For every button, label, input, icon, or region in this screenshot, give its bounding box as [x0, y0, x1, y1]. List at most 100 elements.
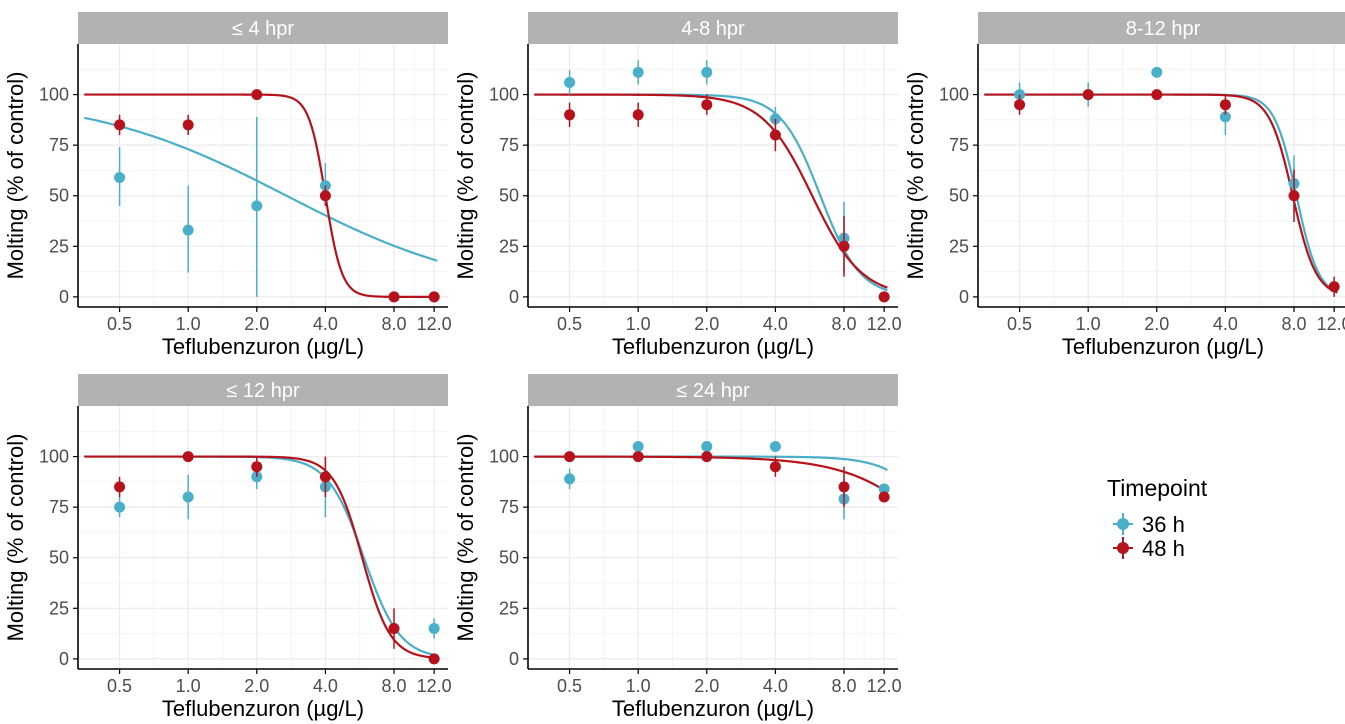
panel-title: 4-8 hpr [681, 18, 745, 40]
data-point-48h [428, 291, 440, 303]
data-point-36h [1219, 111, 1231, 123]
y-tick-label: 0 [509, 287, 519, 307]
x-tick-label: 4.0 [763, 676, 788, 696]
legend-item-48h: 48 h [1113, 536, 1185, 561]
data-point-36h [878, 483, 890, 495]
x-tick-label: 12.0 [867, 314, 902, 334]
x-tick-label: 2.0 [244, 676, 269, 696]
data-point-36h [114, 172, 126, 184]
legend: Timepoint 36 h 48 h [1107, 475, 1208, 561]
legend-label-48h: 48 h [1142, 536, 1185, 561]
data-point-36h [701, 440, 713, 452]
panel-1: 4-8 hpr 0.5 1.0 2.0 4.0 8.0 12.0 0 25 50 75 100 Tefl… [453, 12, 902, 359]
fit-curve-48h [84, 455, 438, 659]
y-tick-label: 75 [49, 497, 69, 517]
x-tick-label: 2.0 [244, 314, 269, 334]
fit-curve-36h [534, 93, 888, 292]
panel-4: ≤ 24 hpr 0.5 1.0 2.0 4.0 8.0 12.0 0 25 50 75 100 Tef… [453, 374, 902, 721]
panel-title: ≤ 12 hpr [226, 380, 300, 402]
panel-strip [978, 12, 1345, 44]
y-tick-label: 50 [499, 186, 519, 206]
y-tick-label: 50 [499, 548, 519, 568]
data-point-48h [1328, 281, 1340, 293]
x-tick-label: 12.0 [1317, 314, 1345, 334]
panel-0: ≤ 4 hpr 0.5 1.0 2.0 4.0 8.0 12.0 0 25 50 75 100 Tefl… [3, 12, 452, 359]
fit-curve-48h [984, 93, 1338, 294]
x-tick-label: 12.0 [867, 676, 902, 696]
data-point-48h [878, 291, 890, 303]
panel-title: 8-12 hpr [1126, 18, 1201, 40]
legend-label-36h: 36 h [1142, 512, 1185, 537]
y-axis-label: Molting (% of control) [903, 72, 928, 280]
data-point-48h [1151, 89, 1163, 101]
y-tick-label: 100 [489, 85, 519, 105]
data-point-36h [114, 501, 126, 513]
data-point-48h [769, 461, 781, 473]
x-tick-label: 0.5 [107, 314, 132, 334]
y-tick-label: 0 [959, 287, 969, 307]
fit-curve-48h [534, 455, 888, 494]
x-axis-label: Teflubenzuron (µg/L) [612, 334, 814, 359]
y-tick-label: 50 [949, 186, 969, 206]
data-point-36h [251, 200, 263, 212]
y-axis-label: Molting (% of control) [453, 434, 478, 642]
y-tick-label: 100 [39, 85, 69, 105]
y-tick-label: 100 [489, 447, 519, 467]
data-point-48h [428, 653, 440, 665]
x-tick-label: 1.0 [626, 314, 651, 334]
x-tick-label: 2.0 [694, 314, 719, 334]
data-point-48h [1082, 89, 1094, 101]
data-point-36h [701, 66, 713, 78]
data-point-48h [838, 240, 850, 252]
data-point-48h [564, 109, 576, 121]
x-axis-label: Teflubenzuron (µg/L) [162, 696, 364, 721]
fit-curve-36h [84, 116, 438, 262]
panel-strip [78, 374, 448, 406]
x-tick-label: 12.0 [417, 676, 452, 696]
data-point-48h [319, 190, 331, 202]
y-tick-label: 0 [59, 287, 69, 307]
y-tick-label: 25 [949, 236, 969, 256]
fit-curve-48h [534, 93, 888, 289]
x-tick-label: 0.5 [557, 314, 582, 334]
y-tick-label: 100 [939, 85, 969, 105]
panel-2: 8-12 hpr 0.5 1.0 2.0 4.0 8.0 12.0 0 25 50 75 100 Tef… [903, 12, 1345, 359]
y-tick-label: 25 [499, 236, 519, 256]
x-axis-label: Teflubenzuron (µg/L) [612, 696, 814, 721]
legend-key-48h-point [1117, 542, 1129, 554]
x-tick-label: 8.0 [831, 676, 856, 696]
x-tick-label: 0.5 [1007, 314, 1032, 334]
data-point-48h [1219, 99, 1231, 111]
panel-title: ≤ 4 hpr [232, 18, 294, 40]
data-point-48h [701, 99, 713, 111]
x-tick-label: 8.0 [1281, 314, 1306, 334]
x-tick-label: 8.0 [381, 314, 406, 334]
y-axis-label: Molting (% of control) [453, 72, 478, 280]
data-point-48h [838, 481, 850, 493]
data-point-36h [182, 224, 194, 236]
y-axis-label: Molting (% of control) [3, 72, 28, 280]
x-axis-label: Teflubenzuron (µg/L) [162, 334, 364, 359]
data-point-36h [428, 623, 440, 635]
legend-item-36h: 36 h [1113, 512, 1185, 537]
x-tick-label: 1.0 [626, 676, 651, 696]
x-tick-label: 0.5 [557, 676, 582, 696]
x-tick-label: 1.0 [176, 314, 201, 334]
data-point-36h [769, 440, 781, 452]
data-point-48h [388, 291, 400, 303]
panel-strip [528, 374, 898, 406]
data-point-48h [878, 491, 890, 503]
data-point-48h [769, 129, 781, 141]
legend-key-36h-point [1117, 518, 1129, 530]
data-point-36h [564, 473, 576, 485]
data-point-48h [701, 451, 713, 463]
data-point-48h [632, 109, 644, 121]
y-tick-label: 75 [499, 135, 519, 155]
x-axis-label: Teflubenzuron (µg/L) [1062, 334, 1264, 359]
y-tick-label: 50 [49, 186, 69, 206]
x-tick-label: 1.0 [176, 676, 201, 696]
y-tick-label: 75 [949, 135, 969, 155]
data-point-48h [388, 623, 400, 635]
x-tick-label: 2.0 [1144, 314, 1169, 334]
